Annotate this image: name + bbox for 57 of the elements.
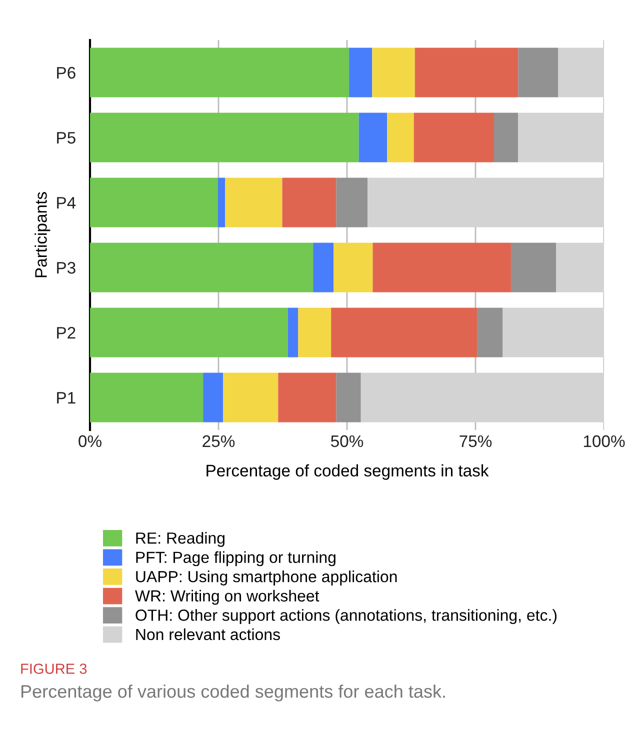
bar (334, 242, 373, 292)
x-tick-label: 100% (584, 435, 625, 448)
bar (477, 308, 503, 358)
bar (510, 242, 556, 292)
bar (282, 178, 336, 228)
bar (90, 242, 314, 292)
legend-label: OTH: Other support actions (annotations, transitioning, etc.) (136, 609, 557, 624)
bar (360, 372, 604, 422)
bar (90, 178, 218, 228)
bar (556, 242, 604, 292)
legend-label: PFT: Page flipping or turning (136, 551, 336, 566)
x-tick-label: 25% (202, 435, 235, 448)
bar (223, 372, 278, 422)
y-tick-label: P4 (57, 197, 76, 209)
y-axis-title: Participants (34, 192, 50, 278)
y-tick-label: P5 (57, 132, 76, 144)
x-tick-label: 75% (460, 435, 492, 448)
bar (494, 112, 518, 162)
bar (368, 178, 604, 228)
bar (331, 308, 478, 358)
legend-label: Non relevant actions (136, 628, 280, 640)
bar (278, 372, 336, 422)
bar (313, 242, 334, 292)
bar (518, 48, 558, 98)
y-tick-label: P3 (57, 262, 76, 274)
bar (90, 372, 204, 422)
x-tick-label: 0% (78, 435, 102, 448)
bar (518, 112, 604, 162)
bar (414, 48, 518, 98)
bar (218, 178, 226, 228)
bar (387, 112, 414, 162)
bar (358, 112, 388, 162)
bar (90, 48, 350, 98)
y-tick-label: P2 (57, 326, 76, 339)
bar (225, 178, 282, 228)
bar (288, 308, 298, 358)
legend-label: RE: Reading (136, 532, 224, 547)
legend-label: WR: Writing on worksheet (135, 590, 320, 605)
legend-label: UAPP: Using smartphone application (136, 570, 397, 586)
bar (298, 308, 332, 358)
x-axis-title: Percentage of coded segments in task (206, 464, 489, 480)
caption: FIGURE 3 (21, 664, 87, 674)
bar (558, 48, 604, 98)
bar (372, 48, 415, 98)
bar (502, 308, 604, 358)
bar (203, 372, 224, 422)
bar (90, 308, 288, 358)
bar (336, 178, 368, 228)
x-tick-label: 50% (330, 435, 364, 448)
bar (349, 48, 372, 98)
bar (90, 112, 359, 162)
y-tick-label: P1 (57, 392, 76, 404)
bar (336, 372, 361, 422)
bar (372, 242, 511, 292)
text: Percentage of various coded segments for each task. (21, 684, 445, 702)
y-tick-label: P6 (57, 66, 76, 79)
bar (414, 112, 494, 162)
